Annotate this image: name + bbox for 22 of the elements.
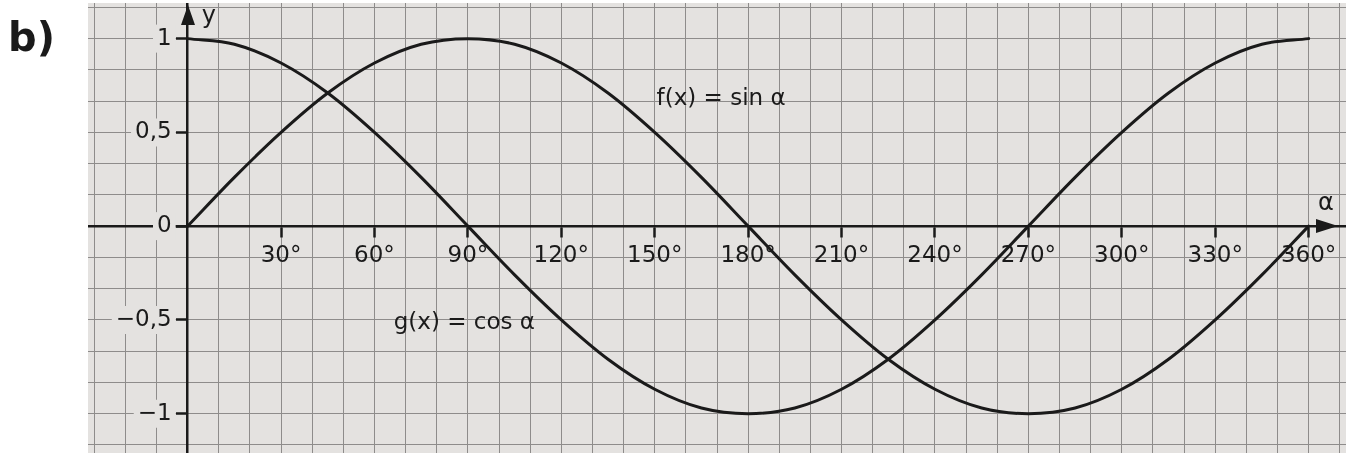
x-axis-title: α [1318, 188, 1334, 217]
x-tick-label: 360° [1280, 240, 1337, 267]
x-tick-label: 30° [260, 240, 302, 267]
series-label: f(x) = sin α [656, 83, 786, 110]
y-tick-label: 0,5 [135, 117, 172, 144]
x-tick-label: 150° [627, 240, 683, 267]
y-tick-label: −1 [137, 398, 172, 425]
x-tick-label: 300° [1094, 240, 1150, 267]
x-tick-label: 90° [447, 240, 489, 267]
x-tick-label: 210° [813, 240, 870, 267]
y-axis-title: y [201, 1, 216, 30]
y-tick-label: 0 [157, 211, 172, 238]
chart-title: b) [8, 14, 55, 60]
x-tick-label: 180° [720, 240, 776, 267]
x-tick-label: 330° [1187, 240, 1243, 267]
x-tick-label: 240° [907, 240, 963, 267]
x-tick-label: 270° [1000, 240, 1057, 267]
y-tick-label: 1 [157, 23, 172, 50]
y-tick-label: −0,5 [115, 304, 172, 331]
x-tick-label: 120° [533, 240, 590, 267]
series-label: g(x) = cos α [393, 307, 535, 334]
x-tick-label: 60° [354, 240, 395, 267]
